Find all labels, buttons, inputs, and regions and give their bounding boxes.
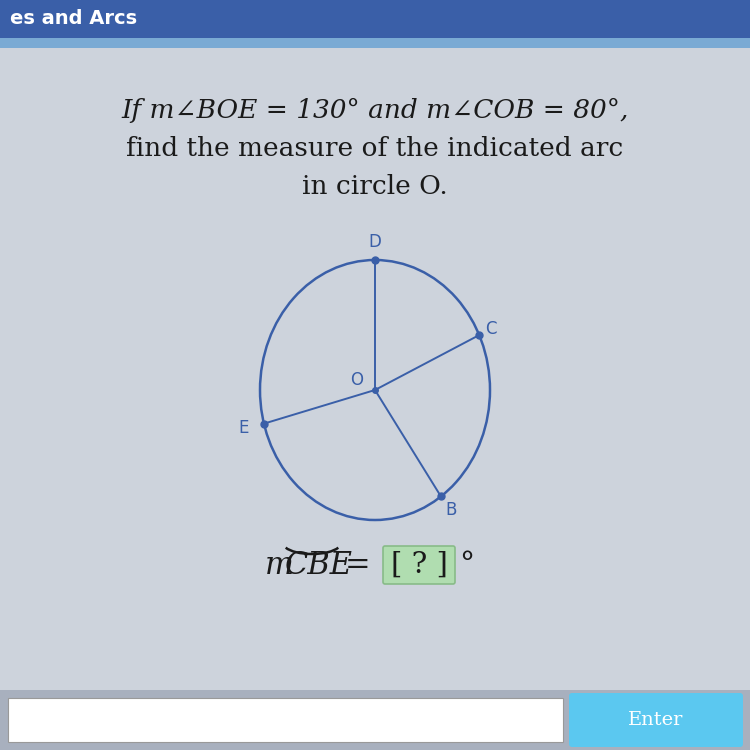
Text: E: E [238,419,249,436]
Text: m: m [265,550,294,580]
Bar [0,38,750,48]
Bar [0,0,750,38]
Text: If m∠BOE = 130° and m∠COB = 80°,: If m∠BOE = 130° and m∠COB = 80°, [122,98,628,122]
Text: [ ? ]: [ ? ] [391,551,448,579]
Text: C: C [485,320,497,338]
Text: D: D [368,233,382,251]
Text: O: O [350,371,364,389]
Bar [0,690,750,750]
Text: °: ° [459,550,474,580]
Text: find the measure of the indicated arc: find the measure of the indicated arc [126,136,624,160]
Text: Enter: Enter [628,711,684,729]
FancyBboxPatch shape [383,546,455,584]
Text: CBE: CBE [285,550,353,580]
FancyBboxPatch shape [569,693,743,747]
Text: es and Arcs: es and Arcs [10,10,137,28]
Bar [8,698,563,742]
Text: =: = [345,550,370,580]
Text: B: B [446,502,457,520]
Text: in circle O.: in circle O. [302,173,448,199]
